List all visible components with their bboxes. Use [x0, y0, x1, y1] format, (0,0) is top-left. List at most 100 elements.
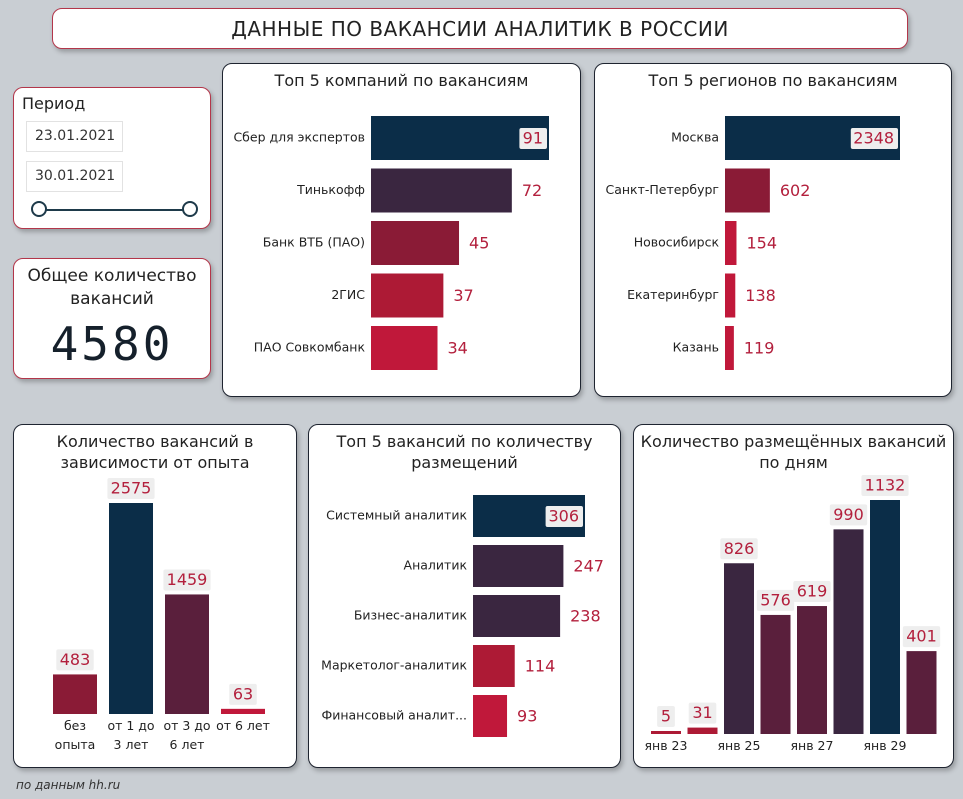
start-date-input[interactable]: 23.01.2021: [26, 121, 123, 152]
regions-chart-title: Топ 5 регионов по вакансиям: [648, 71, 898, 90]
chart-regions-category-label: Новосибирск: [634, 235, 720, 250]
chart-days-value-label-bg: [756, 589, 795, 611]
chart-days-bar: [870, 500, 900, 734]
chart-regions-bar: [725, 221, 737, 265]
companies-chart-title: Топ 5 компаний по вакансиям: [274, 71, 529, 90]
chart-days-tick-label: янв 25: [718, 738, 761, 753]
chart-experience-tick-label: 3 лет: [114, 737, 149, 752]
chart-days-value-label-bg: [720, 538, 758, 560]
chart-companies-bar: [371, 326, 438, 370]
chart-days-bar: [724, 563, 754, 734]
chart-experience-value-label-bg: [56, 649, 94, 671]
chart-experience-bar: [53, 674, 97, 714]
experience-title-line-1: Количество вакансий в: [56, 432, 254, 451]
chart-vacancies-value-label: 306: [548, 507, 579, 526]
chart-days-bar: [687, 727, 718, 734]
chart-days-value-label-bg: [793, 581, 831, 603]
days-chart-title: Количество размещённых вакансий по дням: [634, 431, 953, 473]
chart-companies-value-label: 34: [448, 339, 468, 358]
experience-chart-title: Количество вакансий в зависимости от опы…: [14, 431, 296, 473]
chart-vacancies-category-label: Аналитик: [404, 558, 468, 573]
companies-chart-card: Топ 5 компаний по вакансиям Сбер для экс…: [222, 63, 581, 397]
chart-days-value-label-bg: [829, 504, 868, 526]
chart-experience-value-label: 483: [60, 650, 91, 669]
experience-chart-card: Количество вакансий в зависимости от опы…: [13, 424, 297, 768]
chart-companies-category-label: Банк ВТБ (ПАО): [263, 235, 365, 250]
days-title-line-1: Количество размещённых вакансий: [640, 432, 947, 451]
chart-regions-value-label: 2348: [853, 129, 894, 148]
chart-experience-tick-label: 6 лет: [170, 737, 205, 752]
chart-vacancies-category-label: Бизнес-аналитик: [354, 608, 468, 623]
chart-vacancies-category-label: Системный аналитик: [326, 508, 467, 523]
dashboard-title: ДАННЫЕ ПО ВАКАНСИИ АНАЛИТИК В РОССИИ: [231, 16, 729, 41]
chart-vacancies-value-label: 247: [573, 557, 604, 576]
chart-regions-value-label: 154: [746, 234, 777, 253]
dashboard-title-card: ДАННЫЕ ПО ВАКАНСИИ АНАЛИТИК В РОССИИ: [52, 8, 908, 49]
chart-days-value-label: 619: [797, 582, 828, 601]
regions-chart-card: Топ 5 регионов по вакансиям Москва 2348 Са…: [594, 63, 952, 397]
chart-vacancies-bar: [473, 645, 515, 687]
chart-days-tick-label: янв 29: [864, 738, 907, 753]
chart-companies-value-label: 91: [523, 129, 543, 148]
end-date-input[interactable]: 30.01.2021: [26, 161, 123, 192]
chart-companies-bar: [371, 116, 549, 160]
chart-experience-tick-label: от 1 до: [107, 718, 154, 733]
chart-days-value-label-bg: [902, 626, 941, 648]
chart-companies-value-label-bg: [519, 128, 547, 149]
chart-vacancies-value-label: 238: [570, 607, 601, 626]
vacancies-chart-card: Топ 5 вакансий по количеству размещений …: [308, 424, 621, 768]
chart-days-value-label: 31: [692, 703, 712, 722]
chart-regions-value-label: 602: [780, 181, 811, 200]
chart-regions-category-label: Екатеринбург: [627, 287, 719, 302]
chart-days-value-label: 1132: [865, 476, 906, 495]
total-vacancies-label: Общее количество вакансий: [14, 265, 210, 311]
chart-days-value-label-bg: [688, 702, 717, 724]
chart-vacancies-category-label: Финансовый аналит...: [321, 708, 467, 723]
chart-days-value-label: 576: [760, 590, 791, 609]
chart-companies-category-label: Тинькофф: [296, 182, 365, 197]
chart-companies-value-label: 72: [522, 181, 542, 200]
chart-regions-category-label: Санкт-Петербург: [605, 182, 719, 197]
chart-experience-value-label: 63: [233, 684, 253, 703]
vacancies-chart: Системный аналитик 306 Аналитик 247 Бизнес-а…: [321, 495, 604, 737]
chart-experience-value-label-bg: [229, 683, 257, 705]
regions-chart: Москва 2348 Санкт-Петербург 602 Новосибирск 1…: [605, 116, 900, 370]
chart-days-value-label: 401: [906, 627, 937, 646]
chart-vacancies-value-label: 114: [525, 657, 556, 676]
chart-regions-category-label: Москва: [671, 130, 719, 145]
chart-vacancies-bar: [473, 695, 508, 737]
period-slider-end-handle[interactable]: [182, 201, 198, 217]
total-vacancies-value: 4580: [50, 317, 174, 371]
total-label-line-2: вакансий: [70, 289, 154, 309]
days-title-line-2: по дням: [759, 453, 828, 472]
chart-companies-category-label: Сбер для экспертов: [233, 130, 365, 145]
chart-vacancies-value-label: 93: [517, 707, 537, 726]
chart-companies-category-label: 2ГИС: [331, 287, 365, 302]
chart-regions-value-label: 119: [744, 339, 775, 358]
chart-vacancies-value-label-bg: [545, 506, 583, 527]
chart-vacancies-category-label: Маркетолог-аналитик: [321, 658, 467, 673]
chart-experience-tick-label: без: [64, 718, 86, 733]
chart-regions-value-label: 138: [745, 286, 776, 305]
chart-experience-value-label: 1459: [167, 570, 208, 589]
chart-experience-value-label-bg: [107, 478, 155, 499]
chart-companies-value-label: 45: [469, 234, 489, 253]
chart-vacancies-bar: [473, 595, 561, 637]
chart-days-tick-label: янв 23: [645, 738, 688, 753]
period-slider-start-handle[interactable]: [31, 201, 47, 217]
period-slider-track[interactable]: [38, 209, 190, 211]
chart-experience-bar: [221, 708, 265, 714]
chart-days-bar: [760, 614, 791, 734]
days-chart-card: Количество размещённых вакансий по дням …: [633, 424, 954, 768]
chart-experience-bar: [109, 503, 153, 714]
chart-regions-bar: [725, 168, 770, 213]
chart-experience-value-label: 2575: [111, 479, 152, 498]
data-source-note: по данным hh.ru: [16, 778, 121, 792]
chart-regions-category-label: Казань: [673, 340, 719, 355]
period-label: Период: [22, 94, 86, 113]
chart-days-value-label-bg: [861, 475, 909, 496]
chart-regions-bar: [725, 326, 734, 370]
chart-days-value-label: 990: [833, 505, 864, 524]
vacancies-title-line-2: размещений: [411, 453, 518, 472]
